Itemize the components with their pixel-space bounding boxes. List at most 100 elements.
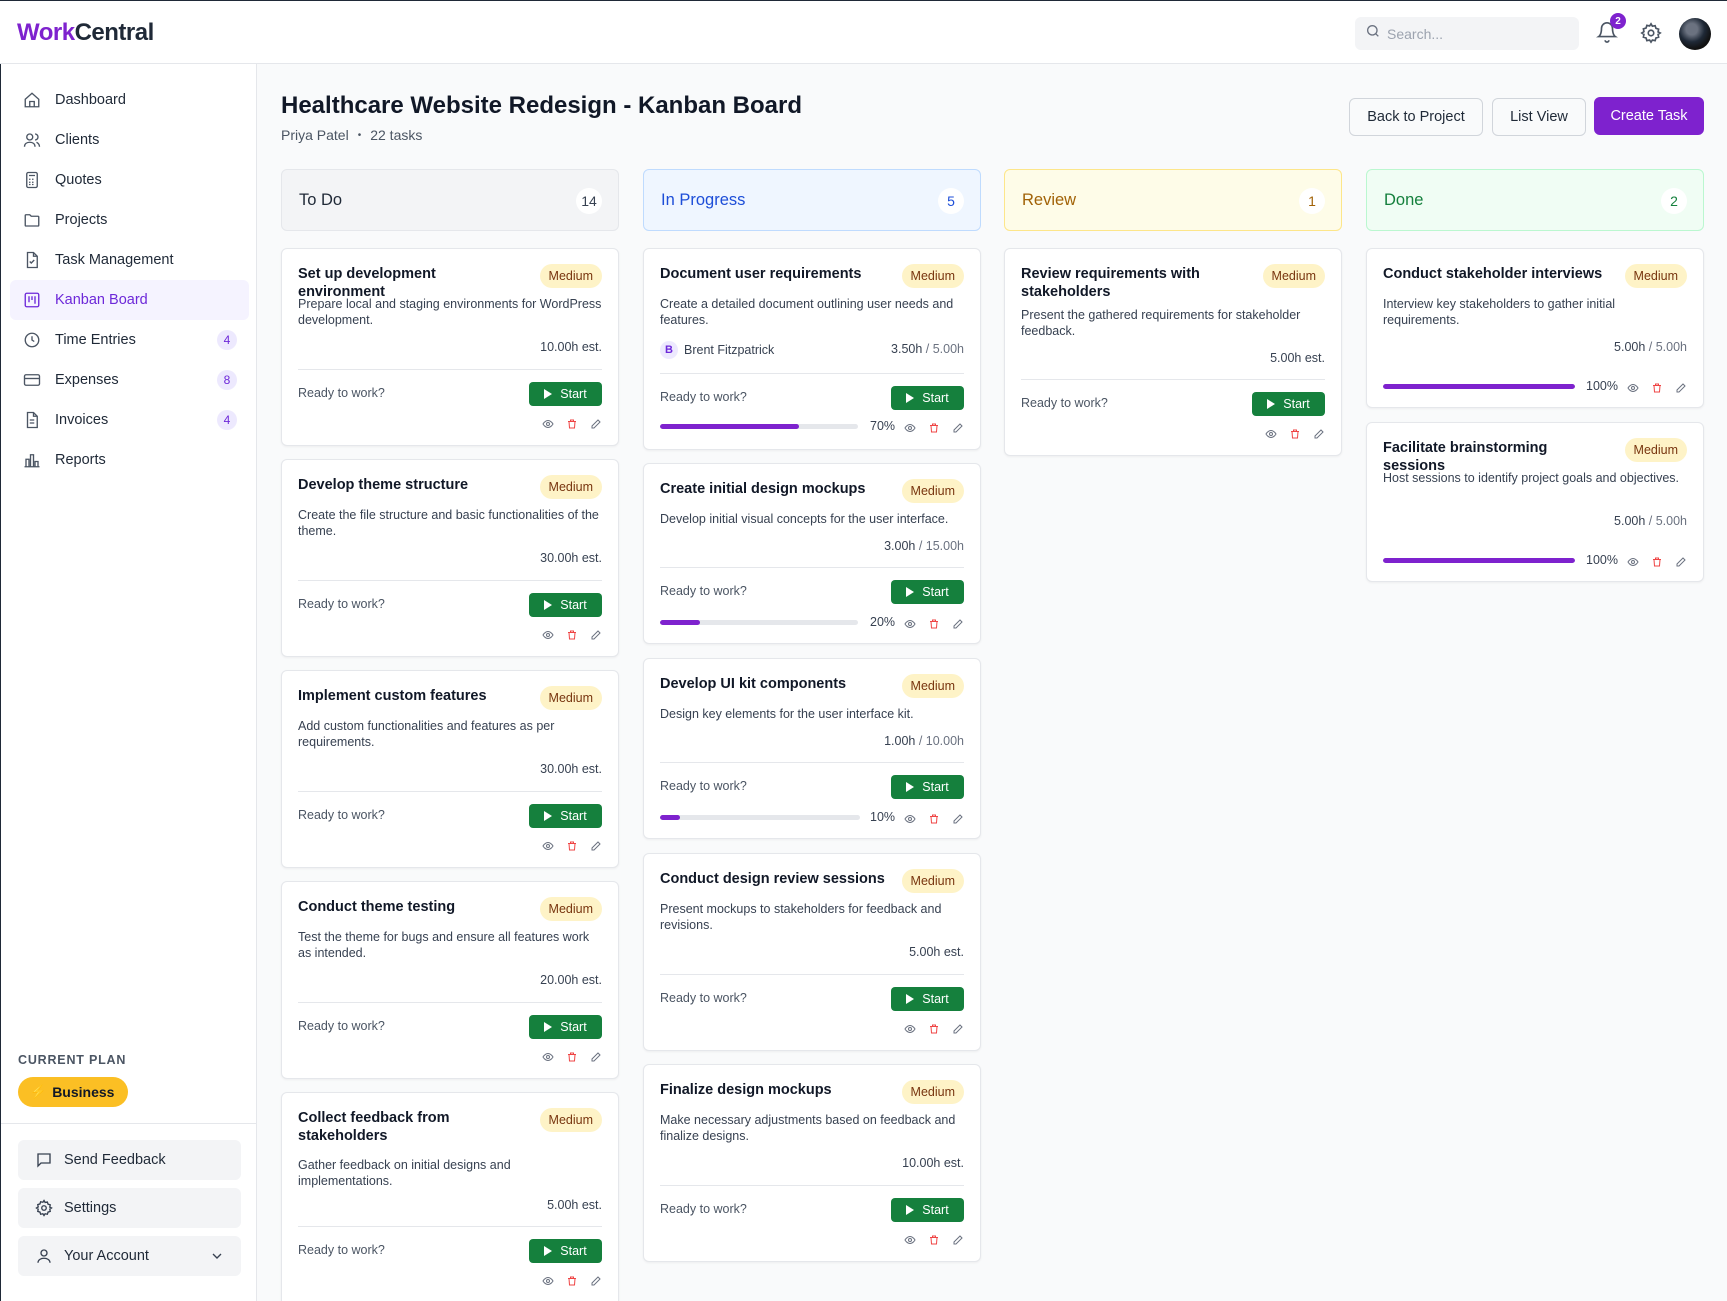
sidebar-item-kanban-board[interactable]: Kanban Board	[10, 280, 249, 320]
view-icon[interactable]	[541, 839, 554, 852]
play-icon	[544, 1022, 553, 1032]
start-button[interactable]: Start	[891, 987, 964, 1011]
task-card[interactable]: Create initial design mockups Medium Dev…	[643, 463, 981, 644]
hours-total: / 15.00h	[915, 539, 964, 553]
edit-icon[interactable]	[951, 421, 964, 434]
edit-icon[interactable]	[1674, 555, 1687, 568]
view-icon[interactable]	[1626, 555, 1639, 568]
start-button[interactable]: Start	[529, 1015, 602, 1039]
progress-bar	[1383, 558, 1575, 563]
task-card[interactable]: Develop UI kit components Medium Design …	[643, 658, 981, 839]
your-account-button[interactable]: Your Account	[18, 1236, 241, 1276]
delete-icon[interactable]	[927, 812, 940, 825]
user-avatar[interactable]	[1679, 18, 1711, 50]
sidebar-item-expenses[interactable]: Expenses 8	[10, 360, 249, 400]
view-icon[interactable]	[903, 1022, 916, 1035]
sidebar-item-projects[interactable]: Projects	[10, 200, 249, 240]
edit-icon[interactable]	[1674, 381, 1687, 394]
sidebar-item-clients[interactable]: Clients	[10, 120, 249, 160]
edit-icon[interactable]	[589, 417, 602, 430]
start-button[interactable]: Start	[891, 386, 964, 410]
delete-icon[interactable]	[565, 1050, 578, 1063]
start-button[interactable]: Start	[529, 382, 602, 406]
view-icon[interactable]	[903, 812, 916, 825]
edit-icon[interactable]	[589, 1050, 602, 1063]
edit-icon[interactable]	[951, 812, 964, 825]
edit-icon[interactable]	[589, 628, 602, 641]
start-button[interactable]: Start	[891, 580, 964, 604]
view-icon[interactable]	[541, 1050, 554, 1063]
delete-icon[interactable]	[1650, 381, 1663, 394]
start-button[interactable]: Start	[529, 804, 602, 828]
gear-icon[interactable]	[1640, 22, 1662, 44]
task-card[interactable]: Set up development environment Medium Pr…	[281, 248, 619, 446]
edit-icon[interactable]	[951, 1233, 964, 1246]
delete-icon[interactable]	[927, 1022, 940, 1035]
task-card[interactable]: Document user requirements Medium Create…	[643, 248, 981, 450]
settings-button[interactable]: Settings	[18, 1188, 241, 1228]
task-card[interactable]: Conduct stakeholder interviews Medium In…	[1366, 248, 1704, 408]
bell-icon[interactable]	[1596, 21, 1620, 45]
edit-icon[interactable]	[951, 617, 964, 630]
task-description: Prepare local and staging environments f…	[298, 297, 602, 327]
list-view-button[interactable]: List View	[1492, 98, 1586, 136]
task-card[interactable]: Conduct design review sessions Medium Pr…	[643, 853, 981, 1051]
progress-percent: 10%	[870, 810, 896, 824]
back-to-project-button[interactable]: Back to Project	[1349, 98, 1483, 136]
task-card[interactable]: Facilitate brainstorming sessions Medium…	[1366, 422, 1704, 582]
create-task-button[interactable]: Create Task	[1594, 97, 1704, 135]
task-card[interactable]: Implement custom features Medium Add cus…	[281, 670, 619, 868]
start-button[interactable]: Start	[891, 775, 964, 799]
sidebar-item-time-entries[interactable]: Time Entries 4	[10, 320, 249, 360]
send-feedback-button[interactable]: Send Feedback	[18, 1140, 241, 1180]
task-description: Interview key stakeholders to gather ini…	[1383, 297, 1616, 327]
delete-icon[interactable]	[927, 617, 940, 630]
sidebar-item-quotes[interactable]: Quotes	[10, 160, 249, 200]
start-button[interactable]: Start	[891, 1198, 964, 1222]
ready-text: Ready to work?	[660, 1202, 747, 1216]
start-button[interactable]: Start	[1252, 392, 1325, 416]
start-button[interactable]: Start	[529, 1239, 602, 1263]
task-card[interactable]: Collect feedback from stakeholders Mediu…	[281, 1092, 619, 1301]
delete-icon[interactable]	[565, 839, 578, 852]
sidebar-item-dashboard[interactable]: Dashboard	[10, 80, 249, 120]
plan-badge[interactable]: ⚡ Business	[18, 1077, 129, 1107]
delete-icon[interactable]	[565, 417, 578, 430]
view-icon[interactable]	[903, 617, 916, 630]
view-icon[interactable]	[1626, 381, 1639, 394]
search-input[interactable]	[1387, 25, 1567, 42]
task-description: Develop initial visual concepts for the …	[660, 512, 949, 526]
priority-badge: Medium	[1262, 264, 1325, 288]
delete-icon[interactable]	[565, 1274, 578, 1287]
view-icon[interactable]	[903, 421, 916, 434]
task-card[interactable]: Review requirements with stakeholders Me…	[1004, 248, 1342, 456]
edit-icon[interactable]	[951, 1022, 964, 1035]
sidebar-item-invoices[interactable]: Invoices 4	[10, 400, 249, 440]
task-hours: 5.00h / 5.00h	[1614, 514, 1687, 528]
delete-icon[interactable]	[1288, 427, 1301, 440]
sidebar-item-task-management[interactable]: Task Management	[10, 240, 249, 280]
task-card[interactable]: Finalize design mockups Medium Make nece…	[643, 1064, 981, 1262]
task-card[interactable]: Develop theme structure Medium Create th…	[281, 459, 619, 657]
sidebar-item-reports[interactable]: Reports	[10, 440, 249, 480]
app-logo[interactable]: WorkCentral	[17, 19, 154, 47]
delete-icon[interactable]	[565, 628, 578, 641]
start-button[interactable]: Start	[529, 593, 602, 617]
task-hours: 5.00h / 5.00h	[1614, 340, 1687, 354]
view-icon[interactable]	[541, 417, 554, 430]
edit-icon[interactable]	[1312, 427, 1325, 440]
view-icon[interactable]	[541, 1274, 554, 1287]
search-box[interactable]	[1355, 17, 1579, 50]
delete-icon[interactable]	[1650, 555, 1663, 568]
view-icon[interactable]	[903, 1233, 916, 1246]
hours-total: / 10.00h	[915, 734, 964, 748]
task-card[interactable]: Conduct theme testing Medium Test the th…	[281, 881, 619, 1079]
delete-icon[interactable]	[927, 421, 940, 434]
view-icon[interactable]	[1264, 427, 1277, 440]
delete-icon[interactable]	[927, 1233, 940, 1246]
task-description: Create a detailed document outlining use…	[660, 297, 954, 327]
edit-icon[interactable]	[589, 839, 602, 852]
view-icon[interactable]	[541, 628, 554, 641]
edit-icon[interactable]	[589, 1274, 602, 1287]
progress-bar	[1383, 384, 1575, 389]
